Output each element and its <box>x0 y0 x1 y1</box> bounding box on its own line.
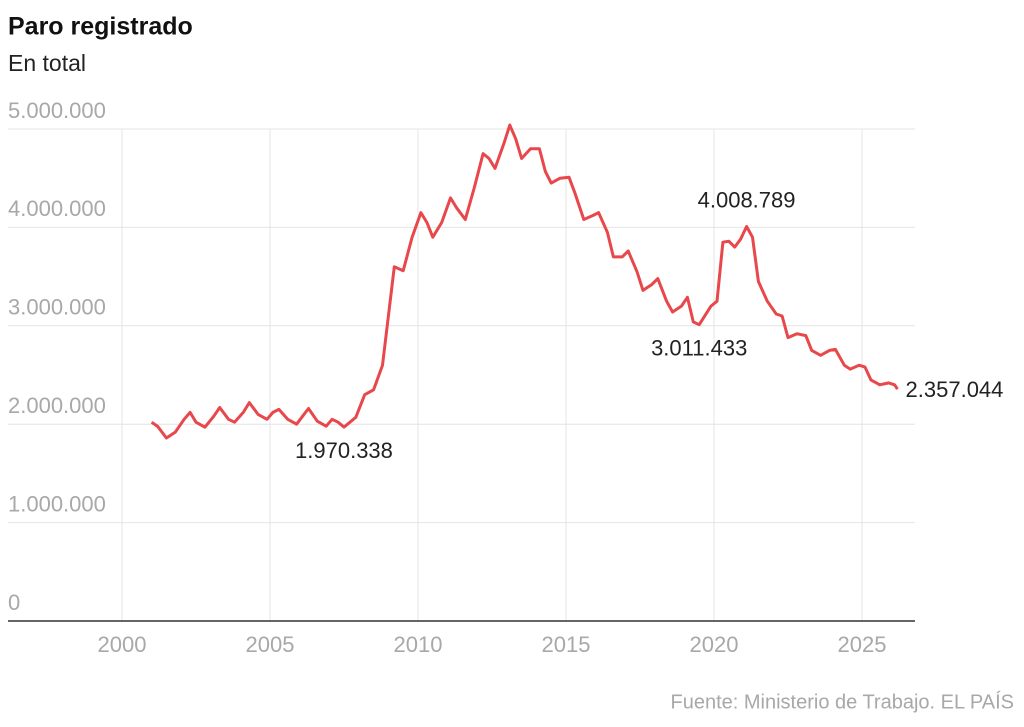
chart-title: Paro registrado <box>8 13 193 41</box>
annotation: 4.008.789 <box>698 187 796 212</box>
y-tick-label: 2.000.000 <box>8 393 106 418</box>
y-tick-label: 4.000.000 <box>8 196 106 221</box>
x-tick-label: 2015 <box>542 632 591 657</box>
annotation: 1.970.338 <box>295 438 393 463</box>
y-tick-label: 0 <box>8 590 20 615</box>
x-tick-label: 2020 <box>690 632 739 657</box>
x-tick-label: 2025 <box>838 632 887 657</box>
line <box>150 123 899 440</box>
annotation: 3.011.433 <box>651 335 747 360</box>
annotation: 2.357.044 <box>906 377 1004 402</box>
y-tick-label: 3.000.000 <box>8 295 106 320</box>
x-tick-label: 2005 <box>245 632 294 657</box>
chart-subtitle: En total <box>8 50 86 76</box>
y-tick-label: 1.000.000 <box>8 491 106 516</box>
source: Fuente: Ministerio de Trabajo. EL PAÍS <box>670 690 1014 713</box>
x-tick-label: 2010 <box>394 632 443 657</box>
y-tick-label: 5.000.000 <box>8 98 106 123</box>
x-tick-label: 2000 <box>97 632 146 657</box>
